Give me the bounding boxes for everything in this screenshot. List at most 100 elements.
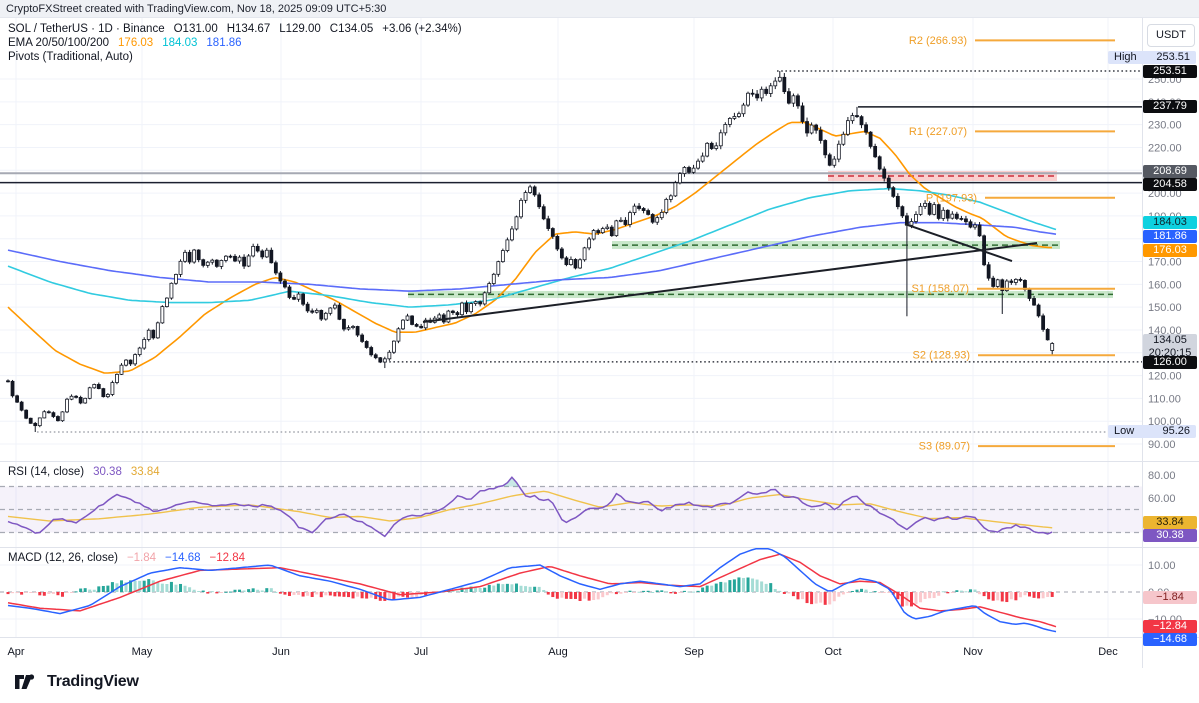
pivot-label-S3: S3 (89.07) bbox=[919, 441, 970, 453]
ema-lines bbox=[7, 121, 1057, 374]
ohlc-high: H134.67 bbox=[226, 23, 271, 35]
macd-title: MACD (12, 26, close) bbox=[8, 552, 118, 564]
ema200-badge: 181.86 bbox=[1143, 230, 1197, 243]
rsi-badge: 30.38 bbox=[1143, 529, 1197, 542]
price-badge-20869: 208.69 bbox=[1143, 165, 1197, 178]
month-label: Oct bbox=[824, 646, 841, 658]
axis-tick-label: 60.00 bbox=[1148, 493, 1176, 505]
month-label: Dec bbox=[1098, 646, 1118, 658]
price-badge-12600: 126.00 bbox=[1143, 356, 1197, 369]
month-label: Jun bbox=[272, 646, 290, 658]
tradingview-logo-text: TradingView bbox=[47, 673, 139, 690]
high-label: High bbox=[1114, 51, 1137, 63]
trendline[interactable] bbox=[422, 242, 1038, 323]
horizontal-levels bbox=[0, 70, 1142, 433]
last-price-value: 134.05 bbox=[1153, 334, 1187, 346]
axis-tick-label: 160.00 bbox=[1148, 279, 1182, 291]
tradingview-logo-icon bbox=[15, 674, 35, 689]
pivot-label-S2: S2 (128.93) bbox=[913, 350, 970, 362]
pivot-label-S1: S1 (158.07) bbox=[912, 283, 969, 295]
axis-tick-label: 150.00 bbox=[1148, 302, 1182, 314]
symbol-legend[interactable]: SOL / TetherUS · 1D · Binance O131.00 H134… bbox=[8, 23, 471, 35]
pivot-levels: R2 (266.93) R1 (227.07) P (197.93) S1 (158.… bbox=[909, 35, 1115, 453]
axis-tick-label: 220.00 bbox=[1148, 142, 1182, 154]
ohlc-open: O131.00 bbox=[173, 23, 218, 35]
low-label: Low bbox=[1114, 425, 1135, 437]
macd-line-badge: −14.68 bbox=[1143, 633, 1197, 646]
macd-line-value: −14.68 bbox=[165, 552, 201, 564]
low-value: 95.26 bbox=[1162, 425, 1190, 437]
rsi-title: RSI (14, close) bbox=[8, 466, 85, 478]
ema100-line[interactable] bbox=[7, 187, 1057, 308]
rsi-ma-line[interactable] bbox=[7, 490, 1053, 529]
month-label: Aug bbox=[548, 646, 568, 658]
high-value: 253.51 bbox=[1156, 51, 1190, 63]
ohlc-low: L129.00 bbox=[279, 23, 321, 35]
macd-signal-badge: −12.84 bbox=[1143, 620, 1197, 633]
rsi-ma-badge: 33.84 bbox=[1143, 516, 1197, 529]
credit-text: CryptoFXStreet created with TradingView.… bbox=[6, 3, 387, 15]
axis-tick-label: 90.00 bbox=[1148, 439, 1176, 451]
pivot-label-P: P (197.93) bbox=[926, 192, 977, 204]
trendline[interactable] bbox=[904, 223, 1013, 263]
pane-separators bbox=[0, 18, 1199, 668]
ohlc-close: C134.05 bbox=[329, 23, 374, 35]
pivots-title: Pivots (Traditional, Auto) bbox=[8, 51, 133, 63]
month-label: Jul bbox=[414, 646, 428, 658]
rsi-legend[interactable]: RSI (14, close) 30.38 33.84 bbox=[8, 466, 169, 478]
ema-legend[interactable]: EMA 20/50/100/200 176.03 184.03 181.86 bbox=[8, 37, 251, 49]
month-label: Apr bbox=[7, 646, 24, 658]
macd-hist-value: −1.84 bbox=[126, 552, 157, 564]
axis-tick-label: 110.00 bbox=[1148, 393, 1181, 405]
macd-signal-line[interactable] bbox=[7, 553, 1057, 628]
ema200-line[interactable] bbox=[7, 221, 1057, 292]
axis-tick-label: 140.00 bbox=[1148, 325, 1182, 337]
axis-tick-label: 200.00 bbox=[1148, 188, 1182, 200]
ema20-badge: 176.03 bbox=[1143, 244, 1197, 257]
time-scale[interactable]: Apr May Jun Jul Aug Sep Oct Nov Dec bbox=[7, 646, 1118, 658]
pivot-label-R2: R2 (266.93) bbox=[909, 35, 967, 47]
gridlines bbox=[0, 18, 1142, 637]
axis-tick-label: 80.00 bbox=[1148, 470, 1176, 482]
ema100-badge: 184.03 bbox=[1143, 216, 1197, 229]
candlesticks bbox=[6, 71, 1055, 433]
high-price-label: High 253.51 bbox=[1108, 51, 1196, 64]
rsi-ma-value: 33.84 bbox=[130, 466, 160, 478]
axis-tick-label: 10.00 bbox=[1148, 560, 1176, 572]
ema20-line[interactable] bbox=[7, 121, 1053, 374]
month-label: May bbox=[132, 646, 153, 658]
price-badge-25351: 253.51 bbox=[1143, 65, 1197, 78]
rsi-overbought-fill bbox=[498, 477, 520, 487]
currency-toggle-button[interactable]: USDT bbox=[1147, 24, 1195, 47]
month-label: Sep bbox=[684, 646, 704, 658]
macd-legend[interactable]: MACD (12, 26, close) −1.84 −14.68 −12.84 bbox=[8, 552, 254, 564]
ema100-value: 184.03 bbox=[162, 37, 198, 49]
low-price-label: Low 95.26 bbox=[1108, 425, 1196, 438]
axis-tick-label: 170.00 bbox=[1148, 257, 1182, 269]
rsi-value: 30.38 bbox=[93, 466, 122, 478]
macd-line[interactable] bbox=[7, 548, 1057, 633]
trendlines bbox=[422, 223, 1038, 323]
axis-tick-label: 230.00 bbox=[1148, 120, 1182, 132]
macd-signal-value: −12.84 bbox=[209, 552, 246, 564]
macd-pane bbox=[0, 548, 1142, 633]
credit-bar: CryptoFXStreet created with TradingView.… bbox=[0, 0, 1199, 18]
month-label: Nov bbox=[963, 646, 983, 658]
ema-title: EMA 20/50/100/200 bbox=[8, 37, 110, 49]
pivots-legend[interactable]: Pivots (Traditional, Auto) bbox=[8, 51, 142, 63]
axis-tick-label: 120.00 bbox=[1148, 371, 1182, 383]
change-value: +3.06 (+2.34%) bbox=[382, 23, 462, 35]
rsi-line[interactable] bbox=[7, 476, 1053, 538]
pivot-label-R1: R1 (227.07) bbox=[909, 126, 967, 138]
tradingview-logo[interactable]: TradingView bbox=[14, 672, 139, 692]
rsi-pane bbox=[0, 476, 1142, 538]
ema20-value: 176.03 bbox=[118, 37, 154, 49]
price-badge-23779: 237.79 bbox=[1143, 100, 1197, 113]
price-badge-20458: 204.58 bbox=[1143, 178, 1197, 191]
ema200-value: 181.86 bbox=[206, 37, 242, 49]
macd-hist-badge: −1.84 bbox=[1143, 591, 1197, 604]
last-price-badge: 134.05 20:20:15 bbox=[1143, 334, 1197, 360]
symbol-title: SOL / TetherUS · 1D · Binance bbox=[8, 23, 165, 35]
